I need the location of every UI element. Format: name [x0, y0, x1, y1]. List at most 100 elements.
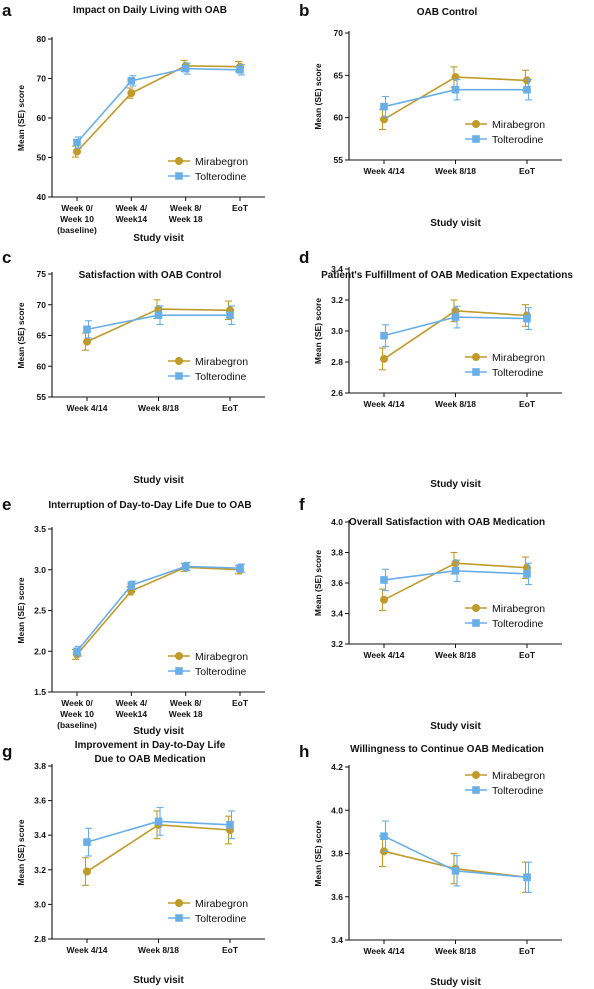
y-tick-label: 55: [37, 392, 47, 402]
x-tick-label: Week 4/: [116, 698, 148, 708]
data-point-tolterodine: [226, 311, 234, 320]
y-tick-label: 1.5: [34, 687, 46, 697]
x-tick-label: Week 8/: [170, 203, 202, 213]
x-tick-label: (baseline): [57, 225, 97, 235]
y-axis-label: Mean (SE) score: [16, 577, 26, 643]
data-point-mirabegron: [380, 354, 388, 363]
legend-marker-square: [472, 135, 480, 143]
series-line-tolterodine: [76, 67, 241, 144]
data-point-tolterodine: [523, 85, 531, 94]
x-axis-label: Study visit: [430, 218, 481, 229]
x-tick-label: Week 4/14: [67, 403, 108, 413]
x-tick-label: Week 18: [169, 709, 203, 719]
y-tick-label: 70: [37, 300, 47, 310]
x-tick-label: Week 4/: [116, 203, 148, 213]
y-tick-label: 40: [37, 192, 47, 202]
y-tick-label: 60: [37, 113, 47, 123]
data-point-mirabegron: [523, 76, 531, 85]
data-point-tolterodine: [127, 77, 136, 85]
y-axis-label: Mean (SE) score: [313, 298, 323, 364]
legend-label: Tolterodine: [492, 367, 544, 379]
series-line-mirabegron: [86, 824, 231, 873]
legend-marker-circle: [175, 357, 183, 365]
data-point-tolterodine: [451, 85, 460, 94]
data-point-tolterodine: [154, 817, 163, 826]
legend-label: Mirabegron: [492, 352, 545, 364]
y-tick-label: 65: [334, 70, 344, 80]
series-line-mirabegron: [76, 566, 241, 656]
legend-marker-square: [472, 786, 480, 794]
panel-h: h Willingness to Continue OAB Medication 3…: [297, 741, 594, 989]
legend-marker-square: [175, 172, 183, 180]
chart-title: Willingness to Continue OAB Medication: [350, 744, 544, 755]
data-point-mirabegron: [127, 89, 136, 98]
legend-marker-circle: [175, 899, 183, 907]
chart-title: Satisfaction with OAB Control: [79, 270, 222, 281]
y-tick-label: 2.8: [331, 357, 343, 367]
data-point-tolterodine: [523, 873, 531, 882]
x-tick-label: Week 0/: [61, 698, 93, 708]
data-point-tolterodine: [154, 311, 163, 320]
data-point-tolterodine: [236, 564, 244, 572]
x-axis-label: Study visit: [430, 479, 481, 490]
panel-label: f: [299, 495, 305, 514]
x-axis-label: Study visit: [430, 977, 481, 988]
x-tick-label: Week 8/18: [435, 946, 476, 956]
series-line-mirabegron: [383, 76, 528, 121]
x-tick-label: Week 4/14: [364, 650, 405, 660]
legend-label: Mirabegron: [492, 770, 545, 782]
data-point-tolterodine: [83, 838, 91, 846]
y-tick-label: 3.4: [331, 609, 343, 619]
legend-label: Tolterodine: [195, 913, 247, 925]
legend-marker-circle: [472, 771, 480, 779]
panel-f: f Overall Satisfaction with OAB Medicatio…: [297, 494, 594, 741]
legend-label: Tolterodine: [492, 785, 544, 797]
y-tick-label: 3.4: [331, 935, 343, 945]
x-tick-label: EoT: [232, 698, 249, 708]
x-tick-label: Week 8/18: [435, 650, 476, 660]
panel-b: b OAB Control 55 60 65 70 Week 4/14 Week 8/18 Eo…: [297, 0, 594, 247]
y-tick-label: 3.2: [34, 865, 46, 875]
data-point-tolterodine: [380, 576, 388, 584]
x-tick-label: EoT: [222, 945, 239, 955]
y-tick-label: 3.8: [331, 548, 343, 558]
x-axis-label: Study visit: [133, 726, 184, 737]
data-point-tolterodine: [380, 331, 388, 340]
legend-label: Mirabegron: [195, 356, 248, 368]
data-point-tolterodine: [73, 647, 81, 656]
y-tick-label: 75: [37, 269, 47, 279]
x-tick-label: Week 8/: [170, 698, 202, 708]
x-tick-label: Week 4/14: [364, 166, 405, 176]
y-tick-label: 80: [37, 34, 47, 44]
x-tick-label: Week 8/18: [435, 166, 476, 176]
legend-label: Tolterodine: [492, 134, 544, 146]
panel-g: g Improvement in Day-to-Day Life Due to OA…: [0, 740, 297, 989]
legend-marker-circle: [472, 120, 480, 128]
data-point-tolterodine: [181, 64, 190, 73]
panel-d: d Patient's Fulfillment of OAB Medication…: [297, 247, 594, 494]
y-tick-label: 65: [37, 331, 47, 341]
legend-marker-square: [175, 372, 183, 380]
legend-marker-square: [175, 914, 183, 922]
data-point-tolterodine: [83, 325, 91, 334]
chart-title: Patient's Fulfillment of OAB Medication …: [321, 270, 573, 281]
panel-label: h: [299, 742, 309, 761]
y-tick-label: 3.5: [34, 524, 46, 534]
y-axis-label: Mean (SE) score: [313, 820, 323, 886]
x-axis-label: Study visit: [133, 475, 184, 486]
y-tick-label: 3.4: [34, 830, 46, 840]
x-tick-label: Week 18: [169, 214, 203, 224]
series-line-tolterodine: [76, 565, 241, 652]
x-tick-label: Week14: [116, 709, 148, 719]
y-tick-label: 4.0: [331, 517, 343, 527]
x-tick-label: Week 8/18: [435, 399, 476, 409]
y-tick-label: 3.6: [331, 892, 343, 902]
data-point-mirabegron: [83, 337, 91, 346]
panel-c: c Satisfaction with OAB Control 55 60 65 70 75…: [0, 247, 297, 494]
x-axis-label: Study visit: [133, 233, 184, 244]
data-point-tolterodine: [127, 581, 136, 590]
legend-label: Tolterodine: [195, 371, 247, 383]
y-tick-label: 2.8: [34, 934, 46, 944]
y-tick-label: 3.0: [34, 565, 46, 575]
chart-title: Overall Satisfaction with OAB Medication: [349, 517, 545, 528]
